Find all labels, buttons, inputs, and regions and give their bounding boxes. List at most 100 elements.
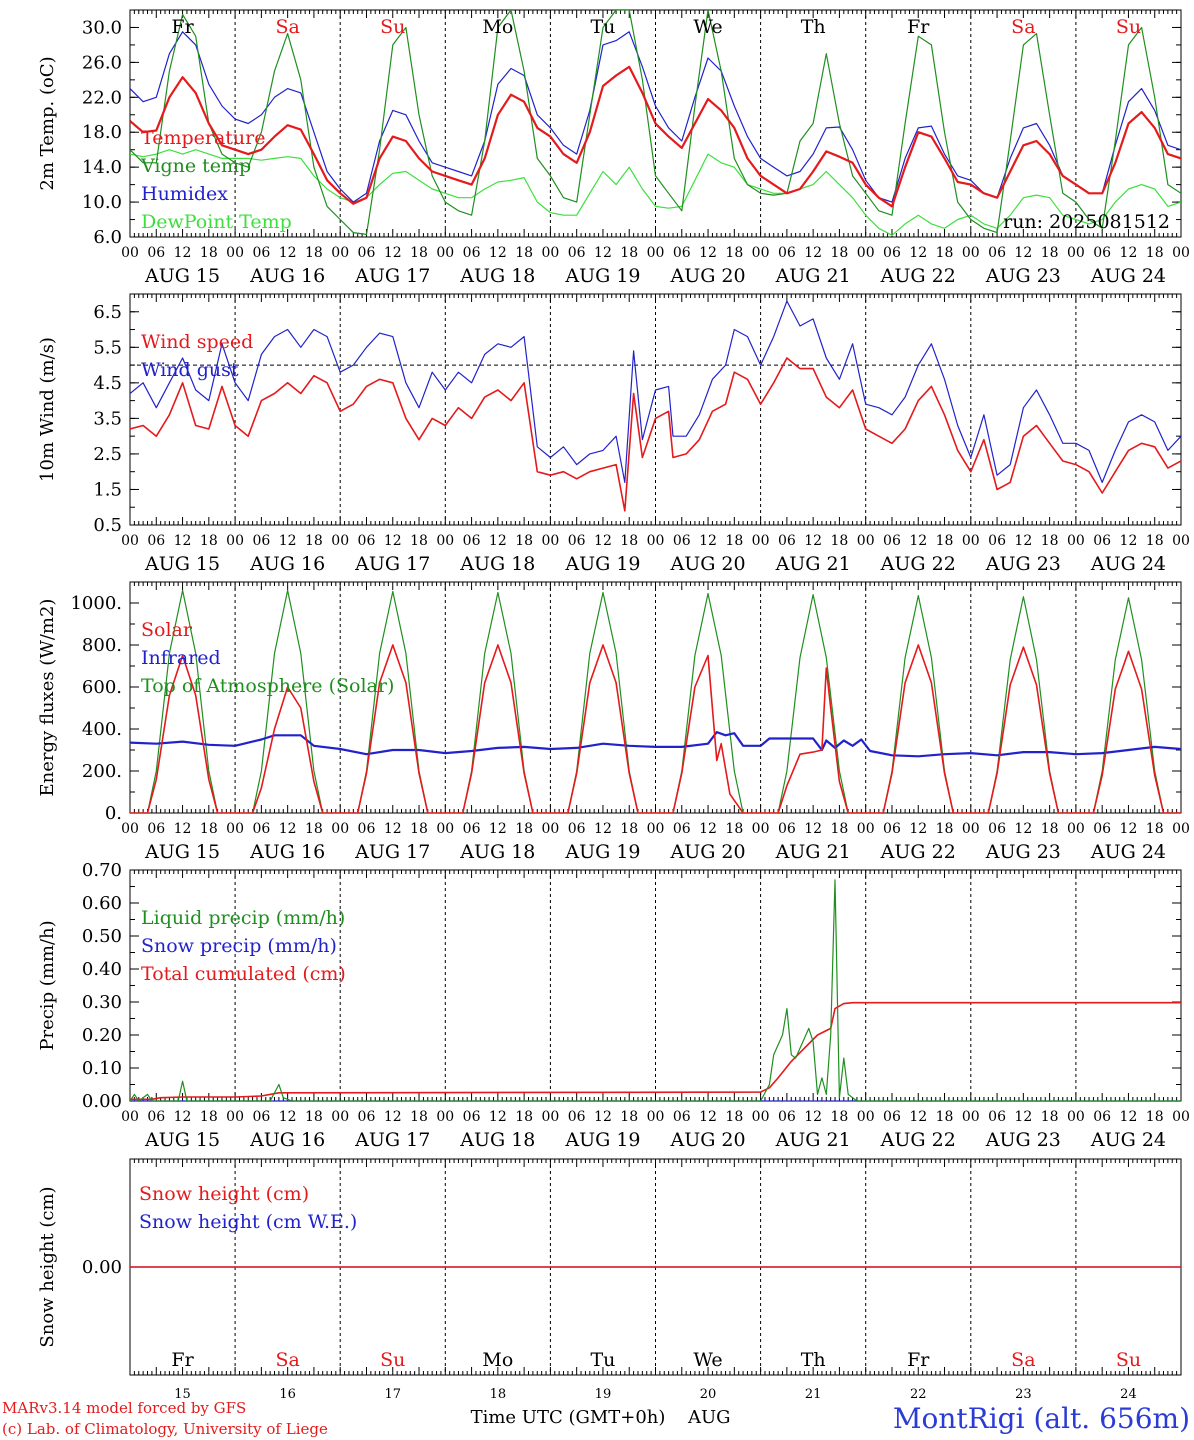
hour-tick-label: 12 — [174, 245, 192, 261]
date-label: AUG 23 — [985, 553, 1061, 575]
hour-tick-label: 00 — [857, 1109, 875, 1125]
hour-tick-label: 06 — [988, 1109, 1006, 1125]
y-tick-label: 0.10 — [82, 1058, 122, 1079]
y-tick-label: 2.5 — [93, 444, 122, 465]
hour-tick-label: 18 — [831, 245, 849, 261]
hour-tick-label: 18 — [620, 1109, 638, 1125]
hour-tick-label: 12 — [174, 533, 192, 549]
hour-tick-label: 12 — [699, 1109, 717, 1125]
hour-tick-label: 06 — [463, 245, 481, 261]
hour-tick-label: 18 — [410, 533, 428, 549]
day-number: 21 — [805, 1387, 822, 1402]
hour-tick-label: 06 — [568, 1109, 586, 1125]
footer-model: MARv3.14 model forced by GFS — [2, 1399, 246, 1417]
y-axis-label: Precip (mm/h) — [37, 920, 58, 1050]
y-tick-label: 0. — [105, 803, 122, 824]
hour-tick-label: 06 — [252, 821, 270, 837]
hour-tick-label: 00 — [1067, 245, 1085, 261]
date-label: AUG 17 — [354, 841, 430, 863]
date-label: AUG 21 — [775, 265, 851, 287]
hour-tick-label: 06 — [1093, 821, 1111, 837]
hour-tick-label: 00 — [1172, 821, 1190, 837]
hour-tick-label: 12 — [699, 533, 717, 549]
hour-tick-label: 06 — [463, 533, 481, 549]
y-tick-label: 0.30 — [82, 992, 122, 1013]
hour-tick-label: 06 — [988, 821, 1006, 837]
y-tick-label: 0.5 — [93, 515, 122, 536]
day-name-bottom: Th — [801, 1349, 826, 1371]
hour-tick-label: 06 — [778, 1109, 796, 1125]
day-name: Fr — [907, 16, 930, 38]
legend-entry: Liquid precip (mm/h) — [141, 907, 345, 929]
hour-tick-label: 06 — [358, 245, 376, 261]
hour-tick-label: 12 — [1120, 533, 1138, 549]
date-label: AUG 18 — [459, 553, 535, 575]
hour-tick-label: 12 — [699, 821, 717, 837]
date-label: AUG 18 — [459, 841, 535, 863]
hour-tick-label: 00 — [857, 533, 875, 549]
hour-tick-label: 00 — [752, 1109, 770, 1125]
day-name: Th — [801, 16, 826, 38]
date-label: AUG 23 — [985, 841, 1061, 863]
hour-tick-label: 00 — [121, 1109, 139, 1125]
hour-tick-label: 18 — [725, 533, 743, 549]
day-number: 20 — [700, 1387, 717, 1402]
y-axis-label: 10m Wind (m/s) — [37, 337, 58, 482]
hour-tick-label: 06 — [358, 533, 376, 549]
hour-tick-label: 18 — [936, 821, 954, 837]
hour-tick-label: 12 — [594, 1109, 612, 1125]
day-name-bottom: Fr — [171, 1349, 194, 1371]
hour-tick-label: 06 — [147, 821, 165, 837]
hour-tick-label: 18 — [1146, 821, 1164, 837]
hour-tick-label: 12 — [384, 533, 402, 549]
hour-tick-label: 00 — [962, 1109, 980, 1125]
day-name: Mo — [482, 16, 513, 38]
y-tick-label: 22.0 — [82, 87, 122, 108]
y-tick-label: 800. — [82, 635, 122, 656]
y-tick-label: 0.70 — [82, 860, 122, 881]
hour-tick-label: 06 — [673, 1109, 691, 1125]
hour-tick-label: 06 — [1093, 1109, 1111, 1125]
hour-tick-label: 06 — [147, 1109, 165, 1125]
date-label: AUG 22 — [880, 1129, 956, 1151]
series-liquid-precip-mm-h- — [130, 879, 1181, 1101]
hour-tick-label: 18 — [200, 1109, 218, 1125]
hour-tick-label: 00 — [121, 533, 139, 549]
hour-tick-label: 00 — [436, 533, 454, 549]
day-name-bottom: Mo — [482, 1349, 513, 1371]
day-name-bottom: Su — [380, 1349, 405, 1371]
hour-tick-label: 12 — [489, 1109, 507, 1125]
hour-tick-label: 00 — [226, 1109, 244, 1125]
hour-tick-label: 06 — [463, 1109, 481, 1125]
hour-tick-label: 06 — [147, 533, 165, 549]
hour-tick-label: 00 — [541, 821, 559, 837]
hour-tick-label: 18 — [831, 821, 849, 837]
hour-tick-label: 12 — [279, 1109, 297, 1125]
date-label: AUG 22 — [880, 265, 956, 287]
month-label: AUG — [687, 1407, 731, 1428]
series-wind-speed — [130, 357, 1181, 512]
date-label: AUG 20 — [669, 553, 745, 575]
hour-tick-label: 00 — [436, 1109, 454, 1125]
day-name: Su — [1116, 16, 1141, 38]
hour-tick-label: 00 — [541, 245, 559, 261]
date-label: AUG 18 — [459, 265, 535, 287]
hour-tick-label: 00 — [962, 821, 980, 837]
y-tick-label: 26.0 — [82, 52, 122, 73]
hour-tick-label: 00 — [331, 821, 349, 837]
date-label: AUG 21 — [775, 841, 851, 863]
hour-tick-label: 00 — [857, 821, 875, 837]
hour-tick-label: 06 — [147, 245, 165, 261]
legend-entry: Wind gust — [141, 359, 239, 381]
hour-tick-label: 12 — [1120, 245, 1138, 261]
day-number: 17 — [384, 1387, 401, 1402]
y-tick-label: 0.00 — [82, 1257, 122, 1278]
hour-tick-label: 12 — [804, 245, 822, 261]
hour-tick-label: 06 — [778, 245, 796, 261]
hour-tick-label: 18 — [515, 245, 533, 261]
hour-tick-label: 06 — [988, 245, 1006, 261]
series-infrared — [130, 731, 1181, 758]
hour-tick-label: 12 — [279, 821, 297, 837]
y-axis-label: Snow height (cm) — [37, 1186, 58, 1347]
day-name-bottom: Sa — [1011, 1349, 1035, 1371]
